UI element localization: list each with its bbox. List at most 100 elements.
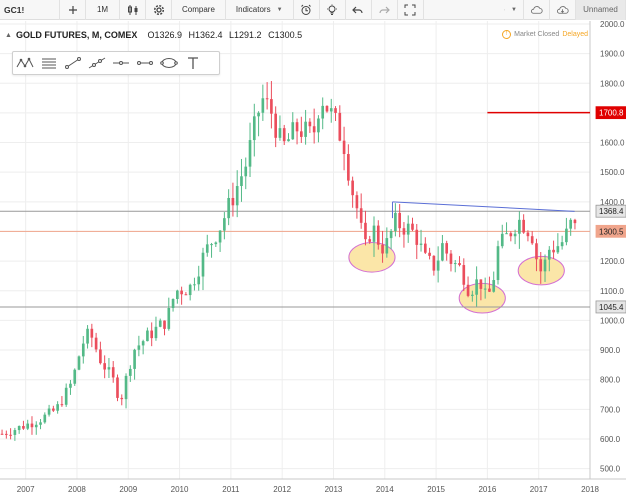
time-tick-label: 2007 [17, 485, 35, 494]
candle-body [218, 230, 222, 243]
candle-body [43, 414, 47, 423]
compare-button[interactable]: Compare [172, 0, 226, 20]
candle-body [325, 105, 329, 112]
candle-body [244, 166, 248, 177]
candle-body [432, 255, 436, 271]
price-tick-label: 2000.0 [600, 21, 625, 29]
candle-body [308, 121, 312, 127]
text-tool-icon[interactable] [181, 52, 205, 74]
drawing-toolbar [12, 51, 220, 75]
price-tick-label: 1800.0 [600, 79, 625, 88]
candle-body [90, 328, 94, 338]
candle-body [317, 118, 320, 133]
candle-body [184, 294, 188, 296]
candle-body [171, 299, 175, 309]
price-axis-label-box [595, 224, 626, 238]
candle-body [560, 242, 564, 247]
layout-name-button[interactable]: Unnamed [576, 0, 626, 20]
candle-body [398, 212, 401, 229]
support-ellipse [458, 282, 506, 314]
cloud-save-icon[interactable] [524, 0, 550, 20]
candle-body [274, 113, 278, 138]
price-axis-label-box [595, 204, 626, 218]
price-tick-label: 800.0 [600, 376, 621, 385]
redo-icon[interactable] [372, 0, 398, 20]
candle-body [34, 424, 38, 428]
candle-body [304, 121, 307, 137]
price-chart[interactable]: 500.0 600.0 700.0 800.0 900.0 1000.0 1100.0 120… [0, 21, 626, 499]
idea-lightbulb-icon[interactable] [320, 0, 346, 20]
fullscreen-icon[interactable] [398, 0, 424, 20]
candle-body [573, 219, 577, 224]
horizontal-segment-icon[interactable] [133, 52, 157, 74]
candle-body [530, 236, 534, 244]
candle-body [193, 284, 196, 286]
candle-body [116, 377, 119, 398]
indicators-label: Indicators [235, 5, 271, 14]
candle-body [342, 140, 346, 155]
market-status[interactable]: ! Market Closed Delayed [502, 30, 588, 39]
candle-body [86, 328, 89, 344]
price-axis-label: 1700.8 [599, 109, 624, 118]
fib-retracement-icon[interactable] [37, 52, 61, 74]
candle-body [479, 279, 483, 289]
candle-body [39, 422, 42, 425]
candle-body [466, 284, 470, 296]
candle-body [282, 128, 286, 142]
candle-body [22, 426, 25, 429]
candle-body [312, 126, 316, 133]
trend-line [392, 201, 575, 212]
candle-body [423, 243, 427, 253]
candle-body [257, 112, 260, 117]
open-value: O1326.9 [147, 30, 182, 40]
price-axis-label: 1368.4 [599, 207, 624, 216]
candle-body [394, 212, 397, 232]
close-value: C1300.5 [268, 30, 303, 40]
candle-body [235, 186, 239, 206]
candle-body [535, 243, 538, 260]
candle-body [428, 252, 431, 256]
candle-body [539, 259, 543, 272]
price-tick-label: 600.0 [600, 435, 621, 444]
delayed-label: Delayed [562, 31, 588, 38]
candle-body [364, 222, 367, 240]
chart-type-candles-icon[interactable] [120, 0, 146, 20]
candle-body [441, 243, 444, 261]
clock-icon: ! [502, 30, 512, 39]
candle-body [231, 197, 235, 206]
collapse-chevron-icon[interactable]: ▲ [5, 31, 12, 39]
add-symbol-icon[interactable] [60, 0, 86, 20]
candle-body [167, 308, 171, 329]
interval-dropdown[interactable]: 1M [86, 0, 120, 20]
candle-body [270, 99, 273, 114]
interval-label: 1M [96, 5, 109, 14]
time-tick-label: 2008 [68, 485, 86, 494]
layout-icon[interactable]: ▼ [498, 0, 524, 20]
candle-body [453, 263, 457, 265]
time-tick-label: 2010 [171, 485, 189, 494]
trend-line-icon[interactable] [61, 52, 85, 74]
candle-body [103, 363, 106, 370]
candle-body [415, 229, 419, 245]
chart-area[interactable]: 500.0 600.0 700.0 800.0 900.0 1000.0 1100.0 120… [0, 21, 626, 499]
chevron-down-icon: ▼ [276, 6, 283, 13]
alert-icon[interactable] [294, 0, 320, 20]
ray-icon[interactable] [109, 52, 133, 74]
undo-icon[interactable] [346, 0, 372, 20]
price-tick-label: 1000.0 [600, 316, 625, 325]
candle-body [518, 219, 521, 234]
cloud-load-icon[interactable] [550, 0, 576, 20]
candle-body [526, 232, 530, 237]
indicators-button[interactable]: Indicators ▼ [226, 0, 294, 20]
price-tick-label: 900.0 [600, 346, 621, 355]
symbol-search[interactable]: GC1! [0, 0, 60, 20]
extended-line-icon[interactable] [85, 52, 109, 74]
market-status-text: Market Closed [514, 31, 560, 38]
ellipse-icon[interactable] [157, 52, 181, 74]
pattern-icon[interactable] [13, 52, 37, 74]
candle-body [0, 433, 4, 435]
settings-icon[interactable] [146, 0, 172, 20]
candle-body [141, 341, 145, 346]
candle-body [146, 330, 149, 342]
candle-body [522, 219, 525, 233]
